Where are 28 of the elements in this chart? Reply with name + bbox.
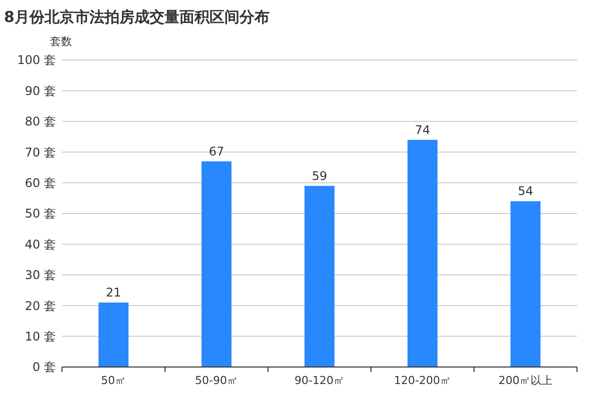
x-tick-label: 50㎡ [101,374,126,387]
data-label: 59 [312,168,328,183]
x-tick-label: 50-90㎡ [195,374,238,387]
y-tick-label: 60 套 [24,176,56,190]
data-label: 74 [414,122,430,137]
y-tick-label: 90 套 [24,84,56,98]
y-tick-label: 50 套 [24,206,56,221]
bar [510,201,540,367]
y-tick-label: 100 套 [17,53,56,68]
y-tick-label: 0 套 [32,360,56,374]
y-axis-title: 套数 [50,35,72,48]
bar [202,161,232,367]
bar [304,186,334,367]
bar [98,302,128,367]
y-tick-label: 80 套 [24,114,56,129]
data-label: 21 [106,286,122,300]
y-tick-label: 20 套 [24,298,56,313]
x-tick-label: 120-200㎡ [394,374,451,387]
y-tick-label: 30 套 [24,268,56,282]
bar [408,140,438,367]
x-tick-label: 200㎡以上 [498,374,552,387]
y-tick-label: 70 套 [24,145,56,160]
y-tick-label: 40 套 [24,237,56,252]
chart-title: 8月份北京市法拍房成交量面积区间分布 [4,8,270,26]
data-label: 54 [518,184,534,198]
y-tick-label: 10 套 [24,330,56,344]
x-tick-label: 90-120㎡ [294,374,344,387]
data-label: 67 [208,144,224,158]
